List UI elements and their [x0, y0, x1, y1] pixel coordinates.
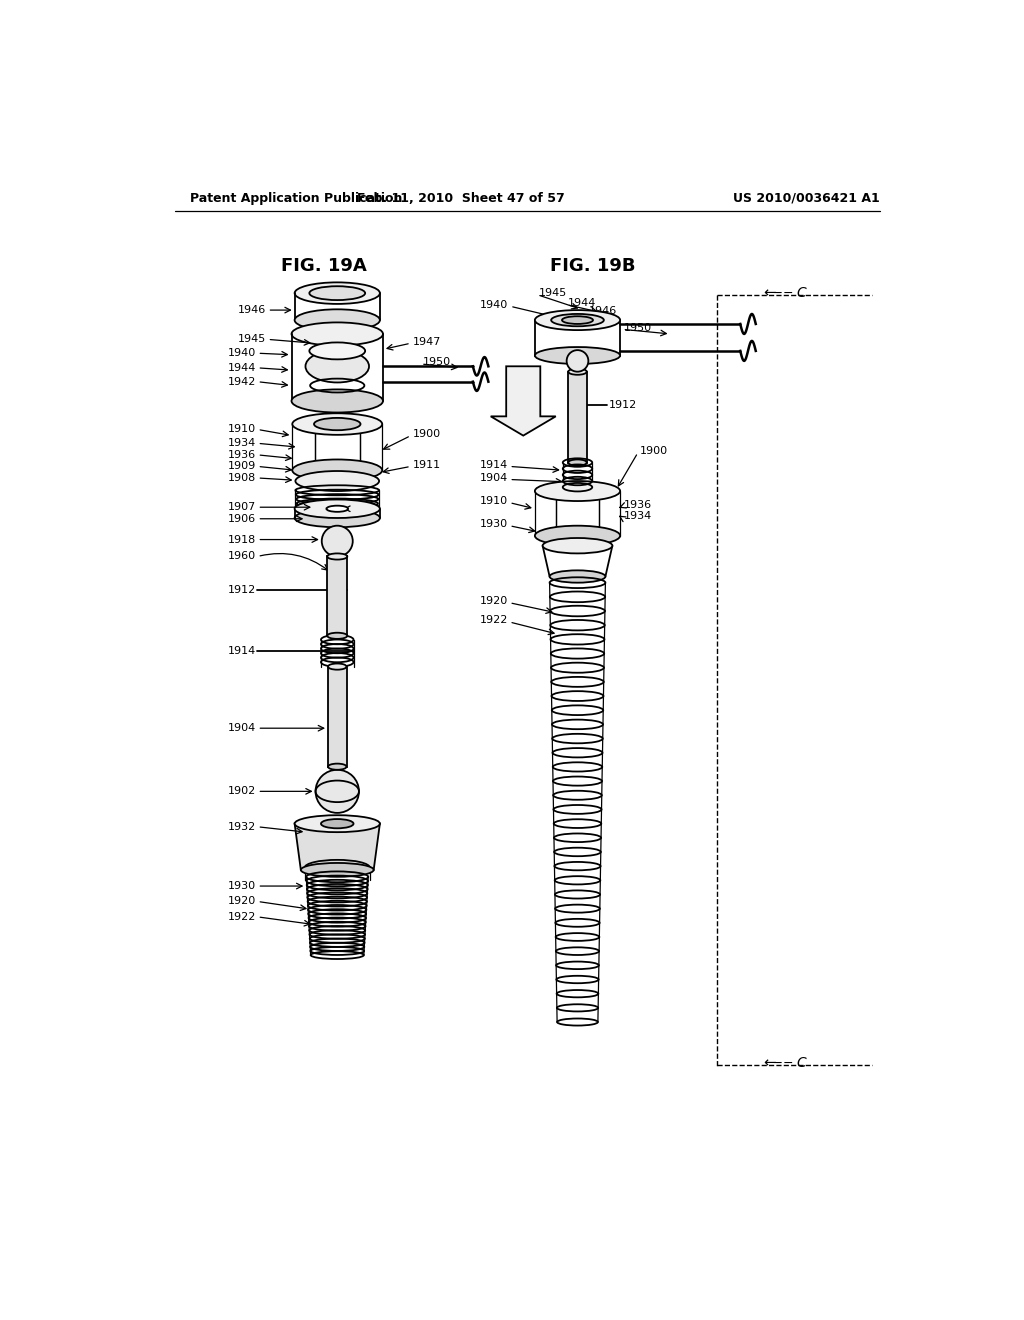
- Ellipse shape: [535, 310, 621, 330]
- Bar: [328, 667, 346, 767]
- Text: 1942: 1942: [227, 376, 256, 387]
- Circle shape: [315, 770, 359, 813]
- Ellipse shape: [562, 317, 593, 323]
- Ellipse shape: [295, 816, 380, 832]
- Ellipse shape: [328, 664, 346, 669]
- Text: 1945: 1945: [238, 334, 266, 345]
- Text: 1950: 1950: [423, 358, 451, 367]
- Text: 1960: 1960: [227, 550, 256, 561]
- Text: 1934: 1934: [624, 511, 652, 521]
- Text: 1940: 1940: [479, 300, 508, 310]
- Text: 1902: 1902: [227, 787, 256, 796]
- Text: 1900: 1900: [640, 446, 668, 455]
- Text: 1947: 1947: [413, 337, 440, 347]
- Ellipse shape: [328, 553, 347, 560]
- Text: 1909: 1909: [227, 462, 256, 471]
- Text: 1920: 1920: [227, 896, 256, 907]
- Ellipse shape: [292, 413, 382, 434]
- Text: 1918: 1918: [227, 535, 256, 545]
- Ellipse shape: [550, 570, 605, 582]
- Text: Patent Application Publication: Patent Application Publication: [190, 191, 402, 205]
- Text: 1936: 1936: [227, 450, 256, 459]
- Text: 1906: 1906: [227, 513, 256, 524]
- Text: C: C: [796, 286, 806, 300]
- Ellipse shape: [305, 859, 370, 875]
- Circle shape: [566, 350, 589, 372]
- Text: C: C: [796, 1056, 806, 1071]
- Text: 1946: 1946: [589, 306, 617, 315]
- Ellipse shape: [292, 459, 382, 480]
- Ellipse shape: [551, 314, 604, 326]
- Text: FIG. 19A: FIG. 19A: [282, 257, 367, 275]
- Polygon shape: [295, 824, 380, 870]
- Text: ←: ←: [764, 285, 776, 301]
- Ellipse shape: [535, 347, 621, 364]
- Ellipse shape: [295, 499, 380, 517]
- Text: FIG. 19B: FIG. 19B: [550, 257, 636, 275]
- Text: ─ ─: ─ ─: [773, 1056, 793, 1069]
- Text: 1912: 1912: [608, 400, 637, 409]
- Ellipse shape: [535, 480, 621, 502]
- Text: 1914: 1914: [227, 647, 256, 656]
- Text: 1950: 1950: [624, 323, 652, 333]
- Text: 1922: 1922: [227, 912, 256, 921]
- Text: 1910: 1910: [227, 425, 256, 434]
- Text: ←: ←: [764, 1056, 776, 1071]
- Ellipse shape: [327, 506, 348, 512]
- Text: 1920: 1920: [479, 597, 508, 606]
- Ellipse shape: [292, 389, 383, 412]
- Circle shape: [322, 525, 352, 557]
- Text: 1945: 1945: [539, 288, 567, 298]
- Text: 1944: 1944: [568, 298, 597, 308]
- Text: 1904: 1904: [227, 723, 256, 733]
- Ellipse shape: [543, 539, 612, 553]
- Text: US 2010/0036421 A1: US 2010/0036421 A1: [733, 191, 880, 205]
- Text: 1922: 1922: [479, 615, 508, 626]
- Ellipse shape: [295, 309, 380, 331]
- Bar: [328, 557, 347, 636]
- Text: 1934: 1934: [227, 438, 256, 449]
- Text: 1930: 1930: [227, 880, 256, 891]
- Bar: [568, 372, 587, 462]
- Ellipse shape: [301, 863, 374, 876]
- Text: 1907: 1907: [227, 502, 256, 512]
- Ellipse shape: [295, 499, 379, 516]
- Text: 1946: 1946: [238, 305, 266, 315]
- Ellipse shape: [295, 471, 379, 491]
- Text: ─ ─: ─ ─: [773, 286, 793, 300]
- Text: 1944: 1944: [227, 363, 256, 372]
- Ellipse shape: [535, 525, 621, 545]
- Ellipse shape: [295, 282, 380, 304]
- Text: 1904: 1904: [479, 473, 508, 483]
- Ellipse shape: [309, 342, 366, 359]
- Polygon shape: [490, 367, 556, 436]
- Ellipse shape: [328, 632, 347, 639]
- Text: 1908: 1908: [227, 473, 256, 483]
- Ellipse shape: [292, 322, 383, 346]
- Ellipse shape: [328, 763, 346, 770]
- Text: 1912: 1912: [227, 585, 256, 594]
- Ellipse shape: [321, 818, 353, 829]
- Text: 1930: 1930: [479, 519, 508, 529]
- Text: 1900: 1900: [413, 429, 440, 440]
- Text: 1910: 1910: [479, 496, 508, 506]
- Text: Feb. 11, 2010  Sheet 47 of 57: Feb. 11, 2010 Sheet 47 of 57: [357, 191, 565, 205]
- Text: 1940: 1940: [227, 348, 256, 358]
- Ellipse shape: [314, 418, 360, 430]
- Text: 1936: 1936: [624, 500, 652, 510]
- Text: 1911: 1911: [413, 459, 440, 470]
- Ellipse shape: [309, 286, 366, 300]
- Ellipse shape: [568, 459, 587, 466]
- Text: 1932: 1932: [227, 822, 256, 832]
- Ellipse shape: [295, 508, 380, 527]
- Text: 1914: 1914: [479, 459, 508, 470]
- Ellipse shape: [568, 368, 587, 375]
- Ellipse shape: [305, 350, 369, 383]
